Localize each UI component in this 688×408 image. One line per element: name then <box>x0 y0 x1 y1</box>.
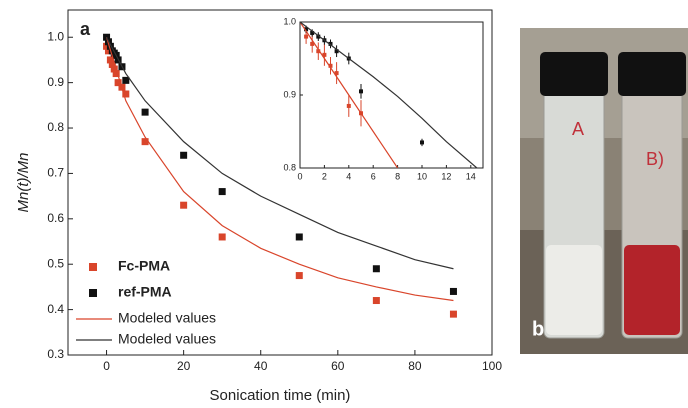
data-point <box>112 70 120 78</box>
y-tick-label: 1.0 <box>283 16 296 26</box>
main-plot: 0 20 40 60 80 1000.30.40.50.60.70.80.91.0Soni… <box>15 9 502 404</box>
photo: A B) b <box>520 28 688 354</box>
data-point <box>372 297 380 305</box>
y-tick-label: 0.3 <box>47 347 64 361</box>
data-point <box>334 71 339 76</box>
data-point <box>103 42 111 50</box>
legend-label: Fc-PMA <box>118 258 170 274</box>
y-tick-label: 0.6 <box>47 211 64 225</box>
y-tick-label: 0.9 <box>47 75 64 89</box>
legend-label: Modeled values <box>118 310 216 326</box>
data-point <box>316 49 321 54</box>
vial-b-cap <box>618 52 686 96</box>
model-line <box>300 22 399 168</box>
x-axis-label: Sonication time (min) <box>210 387 351 404</box>
data-point <box>328 41 333 46</box>
data-point <box>372 265 380 273</box>
model-line <box>300 22 478 168</box>
legend-label: ref-PMA <box>118 284 172 300</box>
data-point <box>328 63 333 68</box>
data-point <box>449 287 457 295</box>
data-point <box>304 27 309 32</box>
vial-label: A <box>572 119 584 139</box>
plot-frame <box>67 9 493 356</box>
panel-label: a <box>80 19 91 39</box>
y-tick-label: 0.9 <box>283 89 296 99</box>
data-point <box>114 79 122 87</box>
x-tick-label: 100 <box>482 359 502 373</box>
vial-label: B) <box>646 149 664 169</box>
x-tick-label: 0 <box>297 171 302 181</box>
legend-label: Modeled values <box>118 331 216 347</box>
data-point <box>180 201 188 209</box>
data-point <box>420 140 424 145</box>
data-point <box>110 65 118 73</box>
data-point <box>334 49 339 54</box>
legend-marker <box>89 289 97 297</box>
data-point <box>122 76 130 84</box>
x-tick-label: 2 <box>322 171 327 181</box>
y-tick-label: 0.5 <box>47 256 64 270</box>
data-point <box>304 34 309 39</box>
data-point <box>106 56 114 64</box>
data-point <box>141 138 149 146</box>
y-tick-label: 0.8 <box>283 162 296 172</box>
model-line <box>105 37 454 302</box>
data-point <box>310 41 315 46</box>
model-line <box>106 36 454 270</box>
vial-a-liquid <box>546 245 602 335</box>
data-point <box>180 151 188 159</box>
y-tick-label: 0.7 <box>47 166 64 180</box>
y-tick-label: 0.8 <box>47 120 64 134</box>
x-tick-label: 6 <box>371 171 376 181</box>
x-tick-label: 8 <box>395 171 400 181</box>
inset-background <box>300 22 483 168</box>
data-point <box>106 42 114 50</box>
x-tick-label: 12 <box>441 171 451 181</box>
panel-label: b <box>532 318 544 340</box>
data-point <box>218 233 226 241</box>
data-point <box>108 60 116 68</box>
data-point <box>322 52 327 57</box>
data-point <box>295 272 303 280</box>
y-tick-label: 0.4 <box>47 302 64 316</box>
data-point <box>295 233 303 241</box>
data-point <box>346 103 351 108</box>
data-point <box>316 34 321 39</box>
x-tick-label: 4 <box>346 171 351 181</box>
x-tick-label: 14 <box>466 171 476 181</box>
data-point <box>310 30 315 35</box>
y-tick-label: 1.0 <box>47 29 64 43</box>
x-tick-label: 0 <box>103 359 110 373</box>
data-point <box>359 89 363 94</box>
legend-marker <box>89 263 97 271</box>
x-tick-label: 80 <box>408 359 422 373</box>
x-tick-label: 60 <box>331 359 345 373</box>
inset-plot: 0 2 4 6 8 10 12 14 0.8 0.9 1.0 <box>283 16 484 181</box>
y-axis-label: Mn(t)/Mn <box>15 153 32 213</box>
x-tick-label: 40 <box>254 359 268 373</box>
data-point <box>104 47 112 55</box>
data-point <box>141 108 149 116</box>
vial-b-liquid <box>624 245 680 335</box>
data-point <box>449 310 457 318</box>
data-point <box>218 188 226 196</box>
x-tick-label: 10 <box>417 171 427 181</box>
data-point <box>122 90 130 98</box>
vial-a-cap <box>540 52 608 96</box>
x-tick-label: 20 <box>177 359 191 373</box>
